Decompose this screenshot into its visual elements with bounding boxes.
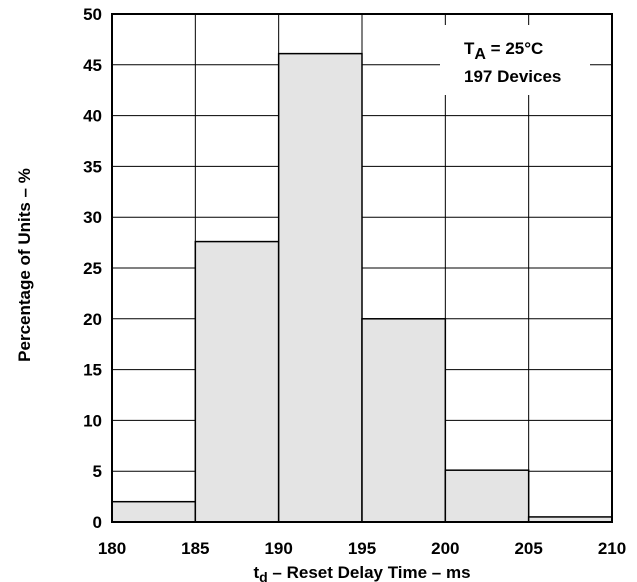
histogram-bar-4 bbox=[444, 469, 530, 523]
histogram-bar-0 bbox=[111, 500, 197, 523]
x-tick-label-5: 205 bbox=[514, 539, 542, 558]
x-axis-label: td – Reset Delay Time – ms bbox=[253, 563, 470, 582]
y-tick-label-4: 20 bbox=[83, 310, 102, 329]
annotation-t-subscript: A bbox=[474, 46, 486, 63]
annotation-box bbox=[440, 25, 590, 95]
histogram-bar-2 bbox=[277, 52, 363, 523]
y-tick-label-5: 25 bbox=[83, 259, 102, 278]
x-tick-label-4: 200 bbox=[431, 539, 459, 558]
y-axis-label: Percentage of Units – % bbox=[15, 168, 34, 362]
y-tick-label-10: 50 bbox=[83, 5, 102, 24]
y-tick-label-1: 5 bbox=[93, 462, 102, 481]
y-tick-label-7: 35 bbox=[83, 157, 102, 176]
y-tick-label-9: 45 bbox=[83, 56, 102, 75]
x-axis-label-subscript: d bbox=[259, 569, 268, 582]
x-tick-label-1: 185 bbox=[181, 539, 209, 558]
histogram-bar-1 bbox=[194, 240, 280, 523]
plot-frame bbox=[111, 13, 613, 523]
y-tick-label-3: 15 bbox=[83, 361, 102, 380]
y-tick-label-8: 40 bbox=[83, 107, 102, 126]
x-tick-label-0: 180 bbox=[98, 539, 126, 558]
x-axis-label-main: t bbox=[253, 563, 259, 582]
y-tick-labels: 0 5 10 15 20 25 30 35 40 45 50 bbox=[83, 5, 102, 532]
annotation-t-main: T bbox=[464, 39, 475, 58]
x-tick-label-6: 210 bbox=[598, 539, 626, 558]
annotation-t-rest: = 25°C bbox=[486, 39, 543, 58]
histogram-bar-3 bbox=[361, 318, 447, 523]
annotation-line-1: TA = 25°C bbox=[464, 39, 543, 63]
y-tick-label-0: 0 bbox=[93, 513, 102, 532]
x-tick-labels: 180 185 190 195 200 205 210 bbox=[98, 539, 626, 558]
x-tick-label-2: 190 bbox=[264, 539, 292, 558]
x-axis-label-rest: – Reset Delay Time – ms bbox=[268, 563, 471, 582]
y-tick-label-2: 10 bbox=[83, 411, 102, 430]
annotation-line-2: 197 Devices bbox=[464, 67, 561, 86]
x-tick-label-3: 195 bbox=[348, 539, 376, 558]
histogram-bars bbox=[111, 52, 613, 523]
y-tick-label-6: 30 bbox=[83, 208, 102, 227]
